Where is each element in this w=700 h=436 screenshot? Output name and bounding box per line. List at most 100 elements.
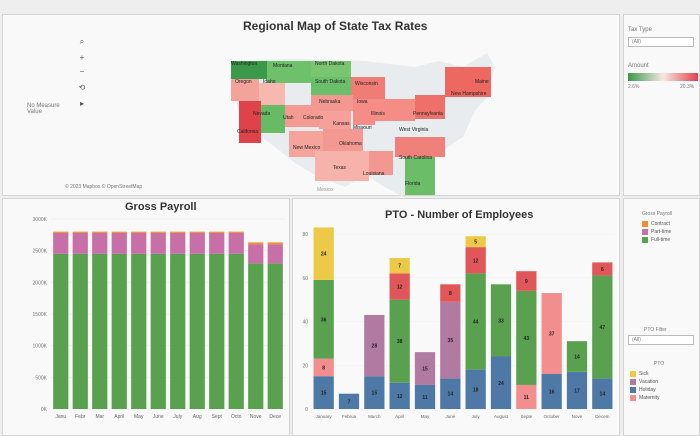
zoom-in-button[interactable]: + — [79, 53, 85, 62]
y-tick-label: 40 — [302, 320, 308, 326]
data-label: 5 — [474, 240, 477, 246]
tax-type-dropdown[interactable]: (All) — [628, 37, 694, 47]
state-label: Utah — [283, 115, 294, 121]
pto-chart: 0 20 40 60 80 15 8 36 24 January 7 Februa 15 28 March 1… — [302, 227, 615, 419]
state-label: Colorado — [303, 115, 324, 121]
data-label: 24 — [321, 252, 327, 258]
pto-legend-title: PTO — [654, 361, 665, 367]
bar-segment — [92, 253, 108, 409]
data-label: 15 — [321, 391, 327, 397]
x-tick-label: October — [544, 414, 561, 419]
bar-segment — [465, 236, 486, 248]
pto-filter-label: PTO Filter — [644, 327, 667, 333]
state-label: Montana — [273, 63, 293, 69]
bar-segment — [516, 290, 537, 385]
amount-label: Amount — [628, 63, 649, 69]
data-label: 9 — [525, 279, 528, 285]
bar-segment — [189, 253, 205, 409]
x-tick-label: April — [395, 414, 404, 419]
x-tick-label: Dece — [269, 414, 281, 420]
bar-segment — [170, 232, 186, 254]
gross-payroll-panel: Gross Payroll 0K 500K 1000K 1500K 2000K 2500K… — [2, 198, 290, 436]
data-label: 6 — [601, 267, 604, 273]
pto-legend: Sick Vacation Holiday Maternity — [630, 371, 660, 403]
state-label: Nevada — [253, 111, 271, 117]
play-arrow-icon[interactable]: ▸ — [79, 99, 84, 108]
x-tick-label: Nove — [572, 414, 583, 419]
bar-segment — [72, 232, 88, 254]
state-label: Texas — [333, 165, 347, 171]
gross-payroll-title: Gross Payroll — [125, 201, 197, 213]
bar-segment — [92, 232, 108, 254]
pto-panel: PTO - Number of Employees 0 20 40 60 80 15 8 36… — [292, 198, 620, 436]
bar-segment — [53, 232, 69, 254]
bar-segment — [209, 231, 225, 233]
state-label: California — [237, 129, 259, 135]
filters-panel: Tax Type (All) Amount 2.6% 20.3% — [623, 14, 700, 196]
bar-segment — [150, 231, 166, 233]
search-icon[interactable]: ⌕ — [79, 37, 85, 46]
bar-segment — [389, 258, 410, 274]
data-label: 38 — [397, 339, 403, 345]
state-label: Florida — [405, 181, 421, 187]
data-label: 43 — [524, 336, 530, 342]
data-label: 47 — [600, 325, 606, 331]
no-measure-label: No Measure Value — [27, 103, 60, 115]
x-tick-label: March — [368, 414, 381, 419]
bar-segment — [414, 352, 436, 385]
bar-segment — [516, 271, 537, 291]
bar-segment — [465, 369, 486, 409]
state-label: South Dakota — [315, 79, 346, 85]
bar-segment — [131, 253, 147, 409]
bar-segment — [440, 284, 461, 302]
map-attribution: © 2023 Mapbox © OpenStreetMap — [65, 184, 143, 190]
legend-item: Sick — [630, 371, 660, 377]
data-label: 12 — [397, 394, 403, 400]
amount-min: 2.6% — [628, 84, 640, 90]
x-tick-label: Octo — [231, 414, 242, 420]
state-label: South Carolina — [399, 155, 433, 161]
legend-item: Maternity — [630, 395, 660, 401]
y-tick-label: 500K — [35, 375, 47, 381]
bar-segment — [313, 279, 334, 359]
legend-item: Part-time — [642, 229, 671, 235]
bar-segment — [338, 393, 360, 409]
data-label: 8 — [322, 365, 325, 371]
bar-segment — [313, 358, 334, 377]
data-label: 7 — [398, 264, 401, 270]
bar-segment — [465, 247, 486, 274]
pto-filter-dropdown[interactable]: (All) — [628, 335, 694, 345]
bar-segment — [170, 253, 186, 409]
legend-item: Full-time — [642, 237, 671, 243]
bar-segment — [313, 227, 334, 280]
bar-segment — [364, 376, 385, 409]
state-label: Oklahoma — [339, 141, 362, 147]
x-tick-label: Janu — [55, 414, 66, 420]
data-label: 16 — [549, 390, 555, 396]
state-label: Wisconsin — [355, 81, 378, 87]
bar-segment — [313, 376, 334, 409]
bar-segment — [566, 341, 588, 372]
data-label: 11 — [524, 395, 530, 401]
bar-segment — [414, 384, 436, 409]
bar-segment — [248, 263, 264, 409]
bar-segment — [267, 244, 283, 264]
reset-view-icon[interactable]: ⟲ — [78, 83, 86, 92]
y-tick-label: 2000K — [33, 280, 48, 286]
data-label: 44 — [473, 320, 479, 326]
state-label: New Hampshire — [451, 91, 487, 97]
bar-segment — [440, 378, 461, 409]
x-tick-label: Sept — [212, 414, 223, 420]
bar-segment — [189, 232, 205, 254]
state-label: Missouri — [353, 125, 372, 131]
bar-segment — [111, 253, 127, 409]
gross-payroll-legend: Contract Part-time Full-time — [642, 221, 671, 245]
amount-max: 20.3% — [680, 84, 695, 90]
bar-segment — [566, 371, 588, 409]
bar-segment — [228, 231, 244, 233]
bar-segment — [150, 232, 166, 254]
zoom-out-button[interactable]: − — [79, 67, 85, 76]
state-label: Mexico — [317, 187, 333, 193]
x-tick-label: July — [173, 414, 182, 420]
data-label: 11 — [422, 395, 428, 401]
